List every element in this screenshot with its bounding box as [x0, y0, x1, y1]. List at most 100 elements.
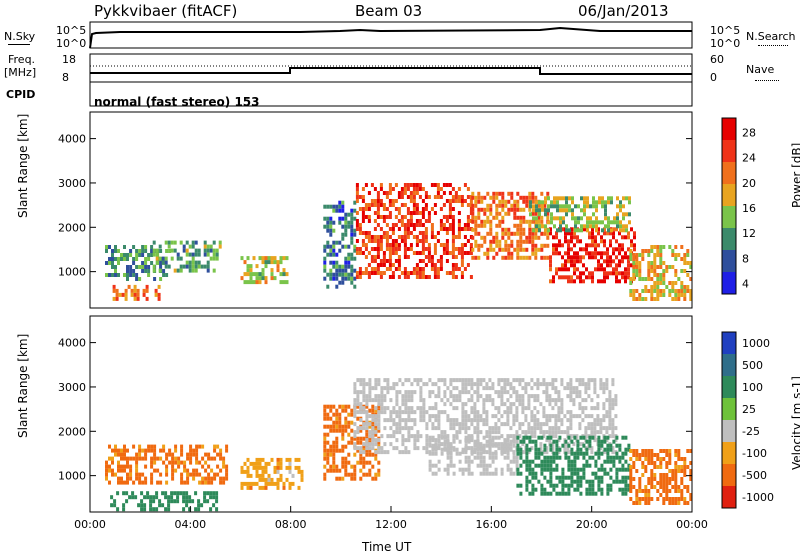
- x-tick-label: 12:00: [375, 518, 407, 531]
- data-cell: [635, 493, 639, 497]
- data-cell: [479, 378, 483, 383]
- data-cell: [488, 455, 492, 460]
- data-cell: [498, 199, 502, 204]
- data-cell: [409, 219, 413, 223]
- data-cell: [437, 414, 441, 419]
- data-cell: [454, 199, 458, 203]
- data-cell: [506, 410, 510, 415]
- data-cell: [461, 386, 465, 391]
- data-cell: [329, 448, 333, 453]
- data-cell: [627, 443, 631, 448]
- data-cell: [570, 447, 574, 452]
- data-cell: [335, 284, 339, 289]
- data-cell: [285, 272, 289, 277]
- data-cell: [683, 285, 687, 289]
- data-cell: [344, 260, 348, 265]
- data-cell: [596, 422, 600, 427]
- data-cell: [428, 463, 432, 468]
- date-title: 06/Jan/2013: [578, 2, 669, 20]
- data-cell: [482, 447, 486, 452]
- data-cell: [546, 435, 550, 440]
- data-cell: [144, 448, 148, 453]
- data-cell: [207, 452, 211, 457]
- data-cell: [140, 503, 144, 508]
- data-cell: [518, 434, 522, 439]
- data-cell: [135, 257, 139, 261]
- data-cell: [168, 460, 172, 465]
- data-cell: [515, 378, 519, 383]
- data-cell: [355, 183, 359, 187]
- data-cell: [594, 267, 597, 272]
- data-cell: [596, 414, 600, 419]
- data-cell: [479, 418, 483, 423]
- data-cell: [332, 260, 336, 265]
- data-cell: [436, 231, 440, 235]
- data-cell: [510, 231, 514, 236]
- data-cell: [365, 398, 369, 403]
- data-cell: [552, 487, 556, 492]
- data-cell: [353, 398, 357, 403]
- data-cell: [356, 378, 360, 383]
- data-cell: [506, 418, 510, 423]
- data-cell: [587, 394, 591, 399]
- data-cell: [635, 297, 639, 301]
- data-cell: [329, 204, 333, 209]
- data-cell: [494, 435, 498, 440]
- data-cell: [537, 235, 541, 240]
- data-cell: [329, 252, 333, 257]
- data-cell: [573, 471, 577, 476]
- data-cell: [570, 263, 573, 268]
- data-cell: [537, 451, 541, 456]
- data-cell: [356, 430, 360, 435]
- data-cell: [122, 507, 126, 512]
- data-cell: [534, 463, 538, 468]
- data-cell: [560, 422, 564, 427]
- data-cell: [507, 207, 511, 212]
- data-cell: [605, 410, 609, 415]
- data-cell: [377, 414, 381, 419]
- data-cell: [412, 203, 416, 207]
- data-cell: [665, 453, 669, 457]
- data-cell: [323, 260, 327, 265]
- data-cell: [614, 414, 618, 419]
- data-cell: [359, 452, 363, 457]
- data-cell: [591, 235, 594, 240]
- scatter-region: [105, 245, 172, 281]
- data-cell: [347, 272, 351, 277]
- data-cell: [332, 428, 336, 433]
- data-cell: [124, 296, 128, 301]
- data-cell: [527, 402, 531, 407]
- data-cell: [504, 231, 508, 236]
- data-cell: [515, 390, 519, 395]
- data-cell: [428, 414, 432, 419]
- data-cell: [347, 260, 351, 265]
- data-cell: [152, 240, 156, 245]
- data-cell: [135, 277, 139, 281]
- data-cell: [457, 223, 461, 227]
- data-cell: [379, 199, 383, 203]
- data-cell: [179, 491, 183, 496]
- data-cell: [476, 414, 480, 419]
- freq-trace: [90, 67, 692, 75]
- data-cell: [497, 382, 501, 387]
- data-cell: [427, 251, 431, 255]
- data-cell: [576, 479, 580, 484]
- data-cell: [365, 438, 369, 443]
- data-cell: [397, 259, 401, 263]
- data-cell: [570, 279, 573, 284]
- data-cell: [201, 456, 205, 461]
- data-cell: [549, 227, 552, 232]
- data-cell: [671, 469, 675, 473]
- data-cell: [335, 276, 339, 281]
- data-cell: [404, 418, 408, 423]
- data-cell: [246, 481, 250, 486]
- data-cell: [665, 265, 669, 269]
- data-cell: [445, 251, 449, 255]
- data-cell: [385, 239, 389, 243]
- data-cell: [486, 207, 490, 212]
- data-cell: [356, 448, 360, 453]
- data-cell: [412, 223, 416, 227]
- data-cell: [388, 199, 392, 203]
- data-cell: [532, 208, 535, 213]
- data-cell: [117, 249, 120, 253]
